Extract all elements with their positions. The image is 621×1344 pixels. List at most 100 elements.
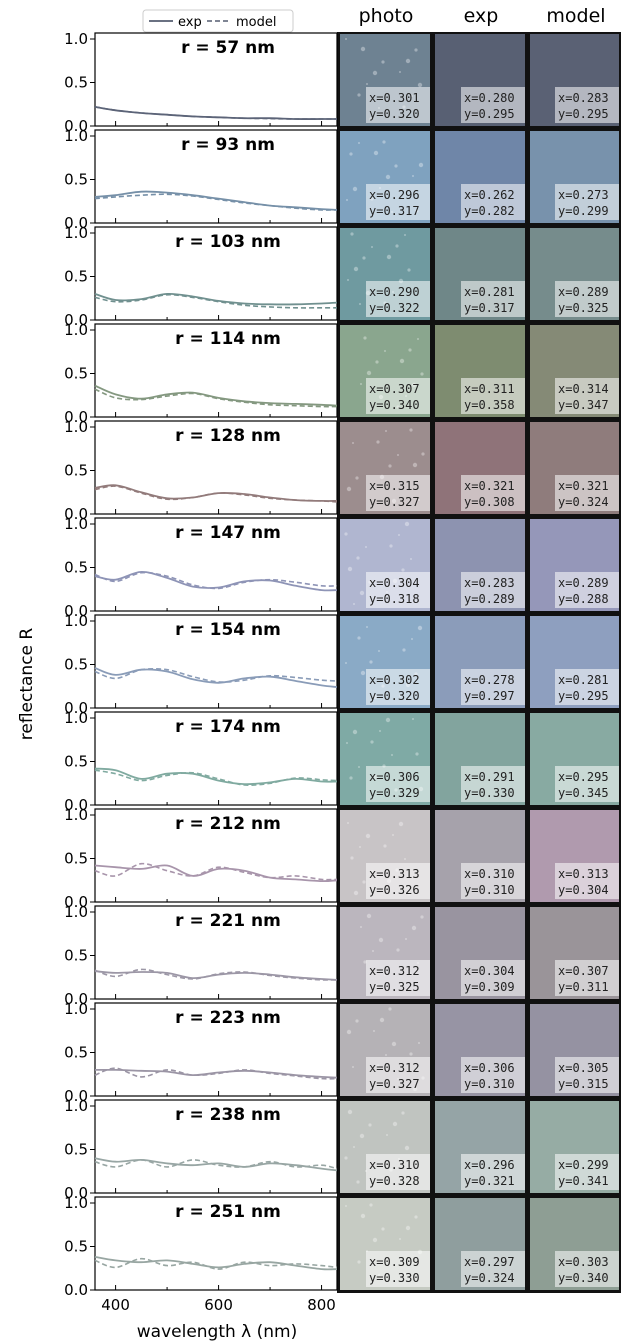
model-chroma-x: x=0.305 [558, 1061, 609, 1075]
coord-box [366, 572, 430, 608]
model-chroma-x: x=0.321 [558, 479, 609, 493]
photo-speck [410, 558, 412, 560]
y-tick-label: 1.0 [64, 515, 88, 533]
photo-chroma-y: y=0.320 [369, 107, 420, 121]
coord-box [555, 184, 619, 220]
exp-chroma-y: y=0.309 [464, 980, 515, 994]
photo-speck [417, 625, 423, 631]
photo-speck [396, 948, 400, 952]
coord-box [461, 1251, 525, 1287]
y-tick-label: 0.5 [64, 268, 88, 286]
photo-speck [420, 915, 424, 919]
photo-speck [365, 833, 371, 839]
panel-154: x=0.302 y=0.320 x=0.278 y=0.297 x=0.281 y=0.2… [64, 612, 621, 717]
panel-title: r = 93 nm [181, 135, 275, 155]
model-line [94, 106, 337, 120]
y-tick-label: 1.0 [64, 903, 88, 921]
photo-speck [372, 1237, 378, 1243]
coord-box [461, 184, 525, 220]
y-tick-label: 1.0 [64, 612, 88, 630]
photo-speck [366, 83, 368, 85]
panel-title: r = 128 nm [175, 426, 281, 446]
photo-speck [350, 856, 354, 860]
plot-frame [94, 1196, 338, 1291]
photo-speck [399, 1238, 401, 1240]
coord-box [366, 766, 430, 802]
photo-speck [398, 534, 400, 536]
photo-speck [347, 566, 353, 572]
coord-box [461, 281, 525, 317]
y-tick-label: 0.0 [64, 408, 88, 426]
photo-speck [360, 383, 362, 385]
coord-box [366, 378, 430, 414]
photo-speck [373, 150, 379, 156]
model-chroma-x: x=0.273 [558, 188, 609, 202]
exp-chroma-y: y=0.310 [464, 883, 515, 897]
photo-speck [344, 532, 348, 536]
panel-223: x=0.312 y=0.327 x=0.306 y=0.310 x=0.305 y=0.3… [64, 1000, 621, 1105]
exp-chroma-x: x=0.321 [464, 479, 515, 493]
y-tick-label: 0.0 [64, 1087, 88, 1105]
photo-speck [353, 890, 359, 896]
y-tick-label: 1.0 [64, 321, 88, 339]
photo-speck [372, 950, 374, 952]
exp-line [94, 667, 338, 688]
exp-chroma-x: x=0.311 [464, 382, 515, 396]
exp-line [94, 1068, 338, 1079]
model-chroma-y: y=0.324 [558, 495, 609, 509]
photo-speck [418, 162, 424, 168]
photo-speck [346, 199, 348, 201]
exp-chroma-y: y=0.317 [464, 301, 515, 315]
photo-speck [385, 174, 391, 180]
model-chroma-y: y=0.315 [558, 1077, 609, 1091]
y-tick-label: 0.0 [64, 311, 88, 329]
photo-speck [394, 164, 398, 168]
photo-speck [412, 462, 418, 468]
photo-speck [395, 244, 399, 248]
photo-speck [385, 430, 387, 432]
photo-chroma-x: x=0.310 [369, 1158, 420, 1172]
photo-speck [397, 454, 399, 456]
coord-box [461, 1057, 525, 1093]
photo-chroma-y: y=0.320 [369, 689, 420, 703]
photo-speck [414, 48, 418, 52]
photo-speck [399, 71, 401, 73]
y-tick-label: 0.5 [64, 462, 88, 480]
model-line [94, 769, 338, 786]
photo-speck [346, 742, 348, 744]
photo-speck [409, 428, 413, 432]
coord-box [366, 475, 430, 511]
photo-speck [418, 1042, 420, 1044]
model-line [94, 193, 338, 211]
panel-title: r = 221 nm [175, 911, 281, 931]
panel-title: r = 147 nm [175, 523, 281, 543]
legend: exp model [142, 9, 294, 33]
photo-speck [372, 70, 378, 76]
photo-speck [371, 246, 373, 248]
y-tick-label: 1.0 [64, 127, 88, 145]
model-line [94, 571, 338, 590]
exp-chroma-y: y=0.358 [464, 398, 515, 412]
photo-speck [405, 938, 407, 940]
photo-speck [382, 140, 386, 144]
coord-box [555, 475, 619, 511]
coord-box [461, 960, 525, 996]
y-tick-label: 1.0 [64, 1097, 88, 1115]
model-line [94, 862, 338, 881]
model-chroma-x: x=0.313 [558, 867, 609, 881]
model-line [94, 485, 338, 503]
model-chroma-y: y=0.347 [558, 398, 609, 412]
photo-speck [417, 82, 423, 88]
photo-speck [359, 303, 361, 305]
coord-box [366, 1251, 430, 1287]
y-tick-label: 0.5 [64, 74, 88, 92]
coord-box [366, 1154, 430, 1190]
exp-chroma-x: x=0.291 [464, 770, 515, 784]
coord-box [461, 87, 525, 123]
photo-speck [415, 752, 419, 756]
y-tick-label: 0.5 [64, 365, 88, 383]
legend-exp-label: exp [178, 15, 202, 30]
photo-speck [357, 636, 361, 640]
photo-speck [379, 730, 381, 732]
photo-speck [366, 626, 368, 628]
